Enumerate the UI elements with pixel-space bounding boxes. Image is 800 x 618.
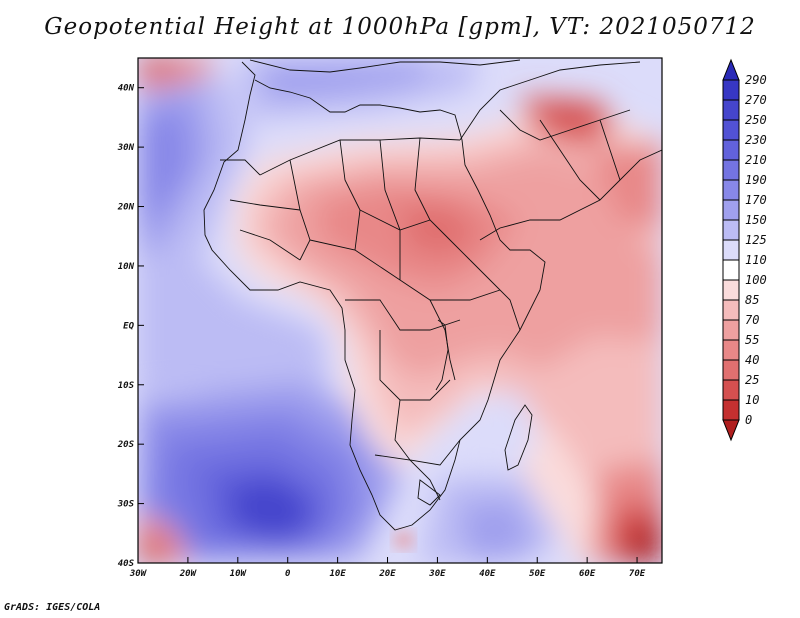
colorbar-label: 190 [745,173,767,187]
colorbar-label: 10 [745,393,759,407]
lon-label: 10W [230,569,248,579]
lon-label: 10E [329,569,346,579]
lon-label: 60E [579,569,596,579]
lon-label: 50E [529,569,546,579]
colorbar-swatch [722,279,740,301]
colorbar-swatch [722,99,740,121]
grads-credit: GrADS: IGES/COLA [4,602,101,613]
colorbar-min-arrow [722,419,740,442]
plot-frame [137,57,663,564]
colorbar-label: 250 [745,113,767,127]
lat-label: EQ [123,321,134,331]
colorbar-label: 40 [745,353,759,367]
lat-label: 20S [117,440,135,450]
latitude-axis: 40N 30N 20N 10N EQ 10S 20S 30S 40S [117,84,144,569]
colorbar-swatch [722,359,740,381]
lat-label: 10S [118,381,135,391]
colorbar-swatch [722,399,740,421]
lon-label: 30W [129,569,148,579]
lat-label: 10N [118,262,135,272]
colorbar-label: 210 [745,153,767,167]
map-title: Geopotential Height at 1000hPa [gpm], VT… [44,14,756,40]
colorbar-label: 0 [745,413,752,427]
longitude-axis: 30W 20W 10W 0 10E 20E 30E 40E 50E 60E 70E [129,557,646,579]
colorbar-swatch [722,339,740,361]
colorbar-swatch [722,319,740,341]
lat-label: 40N [118,84,135,94]
lon-label: 30E [428,569,446,579]
colorbar-label: 25 [745,373,759,387]
lat-label: 30S [117,500,135,510]
colorbar-label: 55 [745,333,759,347]
coastlines [203,59,662,531]
colorbar-swatch [722,139,740,161]
colorbar-swatch [722,79,740,101]
colorbar-label: 125 [745,233,767,247]
colorbar-swatch [722,239,740,261]
colorbar-max-arrow [722,58,740,81]
colorbar-swatch [722,199,740,221]
colorbar-label: 270 [745,93,767,107]
colorbar-swatch [722,259,740,281]
colorbar-label: 170 [745,193,767,207]
colorbar-label: 110 [745,253,767,267]
colorbar-label: 100 [745,273,767,287]
colorbar-label: 85 [745,293,759,307]
lat-label: 30N [117,143,135,153]
colorbar: 2902702502302101901701501251101008570554… [722,58,767,442]
colorbar-label: 150 [745,213,767,227]
lon-label: 20W [179,569,198,579]
colorbar-label: 230 [745,133,767,147]
colorbar-swatch [722,119,740,141]
lon-label: 40E [479,569,496,579]
lat-label: 40S [118,559,135,569]
colorbar-label: 70 [745,313,759,327]
lon-label: 20E [378,569,396,579]
lon-label: 70E [629,569,646,579]
colorbar-swatch [722,159,740,181]
colorbar-swatch [722,219,740,241]
lat-label: 20N [117,203,135,213]
colorbar-label: 290 [745,73,767,87]
colorbar-swatch [722,299,740,321]
height-field [138,58,662,563]
lon-label: 0 [285,569,291,579]
colorbar-swatch [722,379,740,401]
colorbar-swatch [722,179,740,201]
